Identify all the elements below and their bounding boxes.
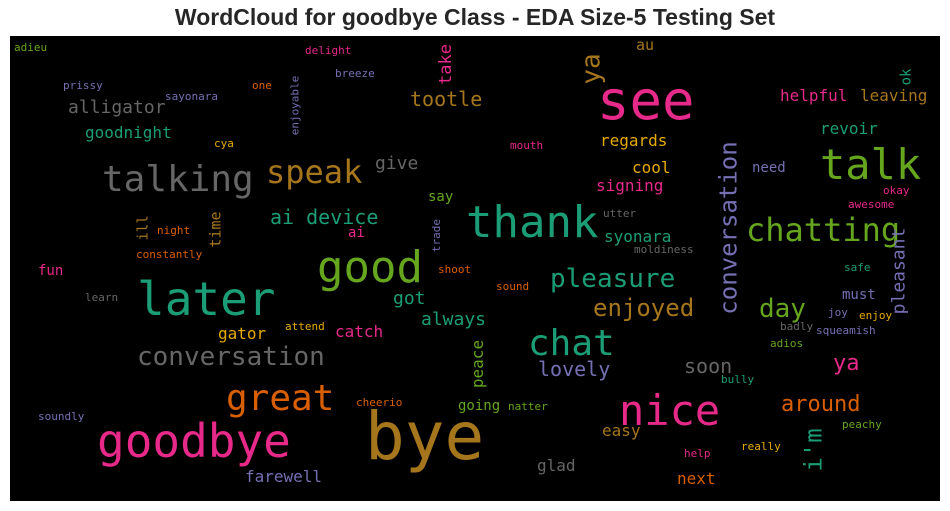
word-adieu: adieu <box>14 41 48 54</box>
word-one: one <box>252 79 272 92</box>
word-breeze: breeze <box>335 67 375 80</box>
word-fun: fun <box>38 263 64 279</box>
word-conversation: conversation <box>714 141 743 315</box>
word-pleasant: pleasant <box>888 227 910 315</box>
word-speaking: enjoyed <box>593 294 695 322</box>
word-alligator: alligator <box>68 97 166 118</box>
word-around: around <box>781 392 861 417</box>
word-next: next <box>677 469 716 488</box>
word-ai: ai <box>348 225 365 241</box>
word-going: going <box>458 398 501 414</box>
word-revoir: revoir <box>820 119 878 138</box>
word-moldiness: moldiness <box>634 243 694 256</box>
word-im: i'm <box>799 428 828 472</box>
word-enjoy: enjoy <box>859 309 893 322</box>
word-natter: natter <box>508 400 548 413</box>
word-help: help <box>684 447 711 460</box>
word-tootle: tootle <box>410 87 483 111</box>
word-really: really <box>741 440 781 453</box>
word-enjoyed: pleasure <box>550 264 676 294</box>
word-must: must <box>842 287 876 303</box>
word-prissy: prissy <box>63 79 103 92</box>
word-day: day <box>759 294 806 324</box>
word-utter: utter <box>603 207 637 220</box>
word-say: say <box>428 189 454 205</box>
word-need: need <box>752 160 786 176</box>
word-ai-device: ai device <box>270 205 379 229</box>
word-pleasure: conversation <box>137 342 325 372</box>
word-helpful: helpful <box>780 86 848 105</box>
word-safe: safe <box>844 261 871 274</box>
word-squeamish: squeamish <box>816 324 876 337</box>
word-ok: ok <box>898 68 915 86</box>
word-talking: talking <box>102 159 254 200</box>
word-bully: bully <box>721 373 755 386</box>
word-leaving: leaving <box>860 86 928 105</box>
word-ill: ill <box>135 215 152 241</box>
word-attend: attend <box>285 320 325 333</box>
word-got: got <box>393 288 426 309</box>
word-farewell: farewell <box>245 467 323 486</box>
word-catch: catch <box>335 322 384 341</box>
word-bye: bye <box>365 398 485 475</box>
word-enjoyable: enjoyable <box>288 75 302 136</box>
word-regards: regards <box>600 131 668 150</box>
word-glad: glad <box>537 456 576 475</box>
word-time: time <box>206 211 225 248</box>
word-shoot: shoot <box>438 263 472 276</box>
word-signing: signing <box>596 176 664 195</box>
word-cheerio: cheerio <box>356 396 403 409</box>
word-give: give <box>375 153 419 174</box>
word-goodbye: goodbye <box>97 414 291 468</box>
word-badly: badly <box>780 320 814 333</box>
word-goodnight: goodnight <box>85 123 172 142</box>
word-seeing: ya <box>833 351 860 376</box>
word-sayonara: sayonara <box>165 90 218 103</box>
word-always: always <box>421 309 487 330</box>
word-soundly: soundly <box>38 410 85 423</box>
word-mouth: mouth <box>510 139 544 152</box>
word-chatting: chatting <box>746 211 901 249</box>
word-sound: sound <box>496 280 530 293</box>
word-gator: gator <box>218 324 267 343</box>
word-au: au <box>636 36 655 54</box>
word-peachy: peachy <box>842 418 882 431</box>
chart-title: WordCloud for goodbye Class - EDA Size-5… <box>174 4 776 30</box>
word-joy: joy <box>828 306 848 319</box>
word-talk: talk <box>820 140 922 189</box>
word-learn: learn <box>85 291 119 304</box>
word-syonara: syonara <box>604 227 672 246</box>
word-lovely: lovely <box>538 357 611 381</box>
word-ya: ya <box>576 53 607 85</box>
word-okay: okay <box>883 184 910 197</box>
word-easy: easy <box>602 421 641 440</box>
word-later: later <box>137 272 276 326</box>
word-nice: nice <box>619 386 721 435</box>
word-adios: adios <box>770 337 804 350</box>
word-cya: cya <box>214 137 234 150</box>
word-night: night <box>157 224 191 237</box>
word-thank: thank <box>466 197 599 248</box>
word-constantly: constantly <box>136 248 203 261</box>
word-soon: soon <box>684 354 733 378</box>
word-trade: trade <box>430 218 444 253</box>
word-awesome: awesome <box>848 198 895 211</box>
word-cool: cool <box>632 158 671 177</box>
word-chat: chat <box>528 323 615 364</box>
word-peace: peace <box>468 339 488 389</box>
word-good: good <box>317 242 423 293</box>
wordcloud-canvas: bye see goodbye later good talk thank ta… <box>10 36 940 501</box>
word-see: see <box>597 69 695 132</box>
word-great: great <box>226 378 335 419</box>
word-delight: delight <box>305 44 352 57</box>
word-speak: speak <box>266 153 363 191</box>
word-take: take <box>435 44 456 85</box>
